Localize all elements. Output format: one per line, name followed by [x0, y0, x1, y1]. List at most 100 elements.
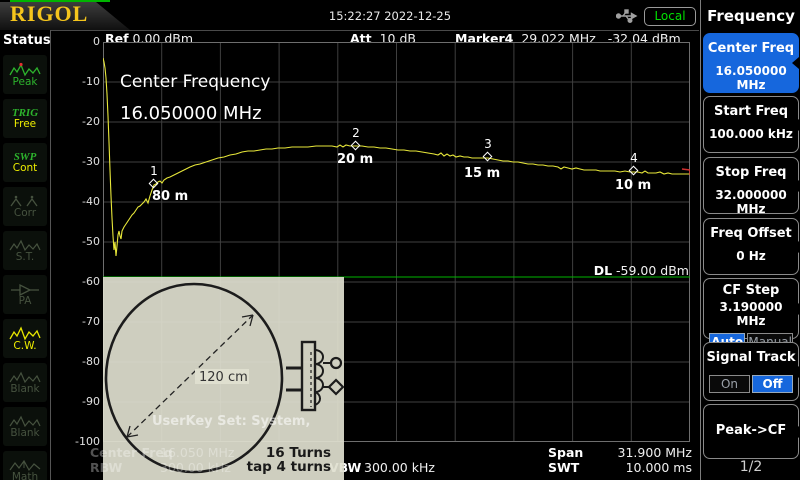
status-item-peak: Peak	[3, 55, 47, 94]
usb-icon	[616, 9, 638, 23]
trig-tag: TRIG	[11, 107, 39, 119]
button-value: 16.050000 MHz	[715, 64, 787, 92]
status-item-trig: TRIG Free	[3, 99, 47, 138]
y-axis-tick-label: -20	[82, 115, 100, 128]
button-label: Freq Offset	[710, 226, 792, 241]
st-icon	[9, 239, 41, 251]
start-freq-button[interactable]: Start Freq 100.000 kHz	[703, 96, 799, 153]
button-value: 32.000000 MHz	[715, 188, 787, 216]
stop-freq-button[interactable]: Stop Freq 32.000000 MHz	[703, 157, 799, 216]
status-item-st: S.T.	[3, 231, 47, 270]
status-item-label: Blank	[10, 426, 40, 439]
rbw-value: 300.00 kHz	[160, 460, 231, 475]
button-label: Signal Track	[706, 350, 796, 365]
status-item-label: Blank	[10, 382, 40, 395]
userkey-popup-text: UserKey Set: System,	[152, 414, 311, 429]
status-item-label: PA	[18, 294, 32, 307]
pa-amplifier-icon	[11, 283, 39, 296]
status-item-blank2: Blank	[3, 407, 47, 446]
freq-offset-button[interactable]: Freq Offset 0 Hz	[703, 218, 799, 275]
swt-value: 10.000 ms	[625, 460, 692, 475]
status-header: Status	[3, 33, 51, 48]
menu-title: Frequency	[707, 7, 795, 25]
plot-region: Ref 0.00 dBm Att 10 dB Marker4 29.022 MH…	[51, 31, 699, 480]
corr-icon	[10, 195, 38, 206]
status-item-label: Free	[13, 118, 37, 130]
menu-page-indicator: 1/2	[739, 459, 763, 475]
graticule-and-trace	[103, 42, 690, 442]
display-line-value: -59.00 dBm	[616, 263, 689, 278]
loop-antenna-inset: 120 cm 16 Turns tap 4 turns	[103, 277, 345, 480]
datetime-label: 15:22:27 2022-12-25	[328, 9, 452, 23]
center-frequency-overlay-title: Center Frequency	[120, 72, 271, 92]
button-label: CF Step	[722, 283, 780, 298]
span-label: Span	[548, 445, 584, 460]
loop-circle	[104, 282, 284, 474]
button-value: 0 Hz	[736, 249, 766, 263]
y-axis-tick-label: 0	[93, 35, 100, 48]
coupler-body	[300, 340, 317, 412]
softkey-menu: Frequency Center Freq 16.050000 MHz Star…	[700, 0, 800, 480]
button-label: Start Freq	[713, 104, 789, 119]
display-line-label: DL	[593, 263, 613, 278]
vbw-value: 300.00 kHz	[364, 460, 435, 475]
status-item-label: Corr	[13, 206, 37, 219]
status-item-label: S.T.	[15, 250, 35, 263]
y-axis-tick-label: -90	[82, 395, 100, 408]
button-notch	[792, 302, 799, 315]
blank-trace-icon	[9, 371, 41, 383]
y-axis-tick-label: -30	[82, 155, 100, 168]
status-sidebar: Status Peak TRIG Free SWP Cont Corr	[0, 30, 51, 480]
y-axis-tick-label: -70	[82, 315, 100, 328]
y-axis-tick-label: -40	[82, 195, 100, 208]
center-freq-button[interactable]: Center Freq 16.050000 MHz	[703, 33, 799, 93]
peak-trace-icon	[9, 62, 41, 76]
cf-step-button[interactable]: CF Step 3.190000 MHz Auto Manual	[703, 278, 799, 351]
swt-label: SWT	[548, 460, 580, 475]
center-freq-value: 16.050 MHz	[160, 445, 235, 460]
feed-stubs	[286, 366, 302, 392]
terminal-leads	[323, 362, 331, 388]
local-badge: Local	[644, 7, 696, 26]
status-item-swp: SWP Cont	[3, 143, 47, 182]
terminal-circle	[329, 356, 343, 370]
center-freq-label: Center Freq	[90, 445, 173, 460]
status-item-math: Math	[3, 451, 47, 480]
arrowheads	[126, 314, 254, 438]
button-notch	[792, 240, 799, 253]
math-trace-icon	[9, 459, 41, 471]
swp-tag: SWP	[13, 151, 37, 163]
peak-to-cf-button[interactable]: Peak->CF	[703, 404, 799, 459]
status-item-cw: C.W.	[3, 319, 47, 358]
button-value: 100.000 kHz	[709, 127, 793, 141]
status-item-label: Cont	[12, 162, 38, 174]
center-frequency-overlay-value: 16.050000 MHz	[120, 103, 262, 124]
blank-trace-icon	[9, 415, 41, 427]
status-item-pa: PA	[3, 275, 47, 314]
display-line-readout: DL -59.00 dBm	[491, 263, 689, 278]
button-label: Stop Freq	[715, 165, 787, 180]
signal-track-toggle: On Off	[708, 375, 794, 393]
y-axis-tick-label: -60	[82, 275, 100, 288]
status-item-corr: Corr	[3, 187, 47, 226]
signal-track-button[interactable]: Signal Track On Off	[703, 342, 799, 401]
button-label: Center Freq	[707, 41, 795, 56]
label-backing	[195, 369, 249, 384]
rbw-label: RBW	[90, 460, 123, 475]
button-notch	[792, 118, 799, 131]
y-axis-tick-label: -80	[82, 355, 100, 368]
top-green-strip	[10, 0, 110, 2]
terminal-diamond	[327, 378, 345, 396]
signal-track-on-option[interactable]: On	[709, 375, 750, 393]
top-bar: RIGOL 15:22:27 2022-12-25 Local	[0, 0, 699, 31]
y-axis-tick-label: -100	[75, 435, 100, 448]
button-label: Peak->CF	[715, 423, 787, 438]
tap-label: tap 4 turns	[247, 459, 331, 475]
loop-antenna-diagram: 120 cm 16 Turns tap 4 turns	[104, 282, 345, 475]
cw-trace-icon	[9, 325, 41, 341]
signal-track-off-option[interactable]: Off	[752, 375, 793, 393]
button-notch	[792, 425, 799, 438]
button-notch	[792, 57, 799, 69]
coil-icon	[314, 349, 324, 406]
